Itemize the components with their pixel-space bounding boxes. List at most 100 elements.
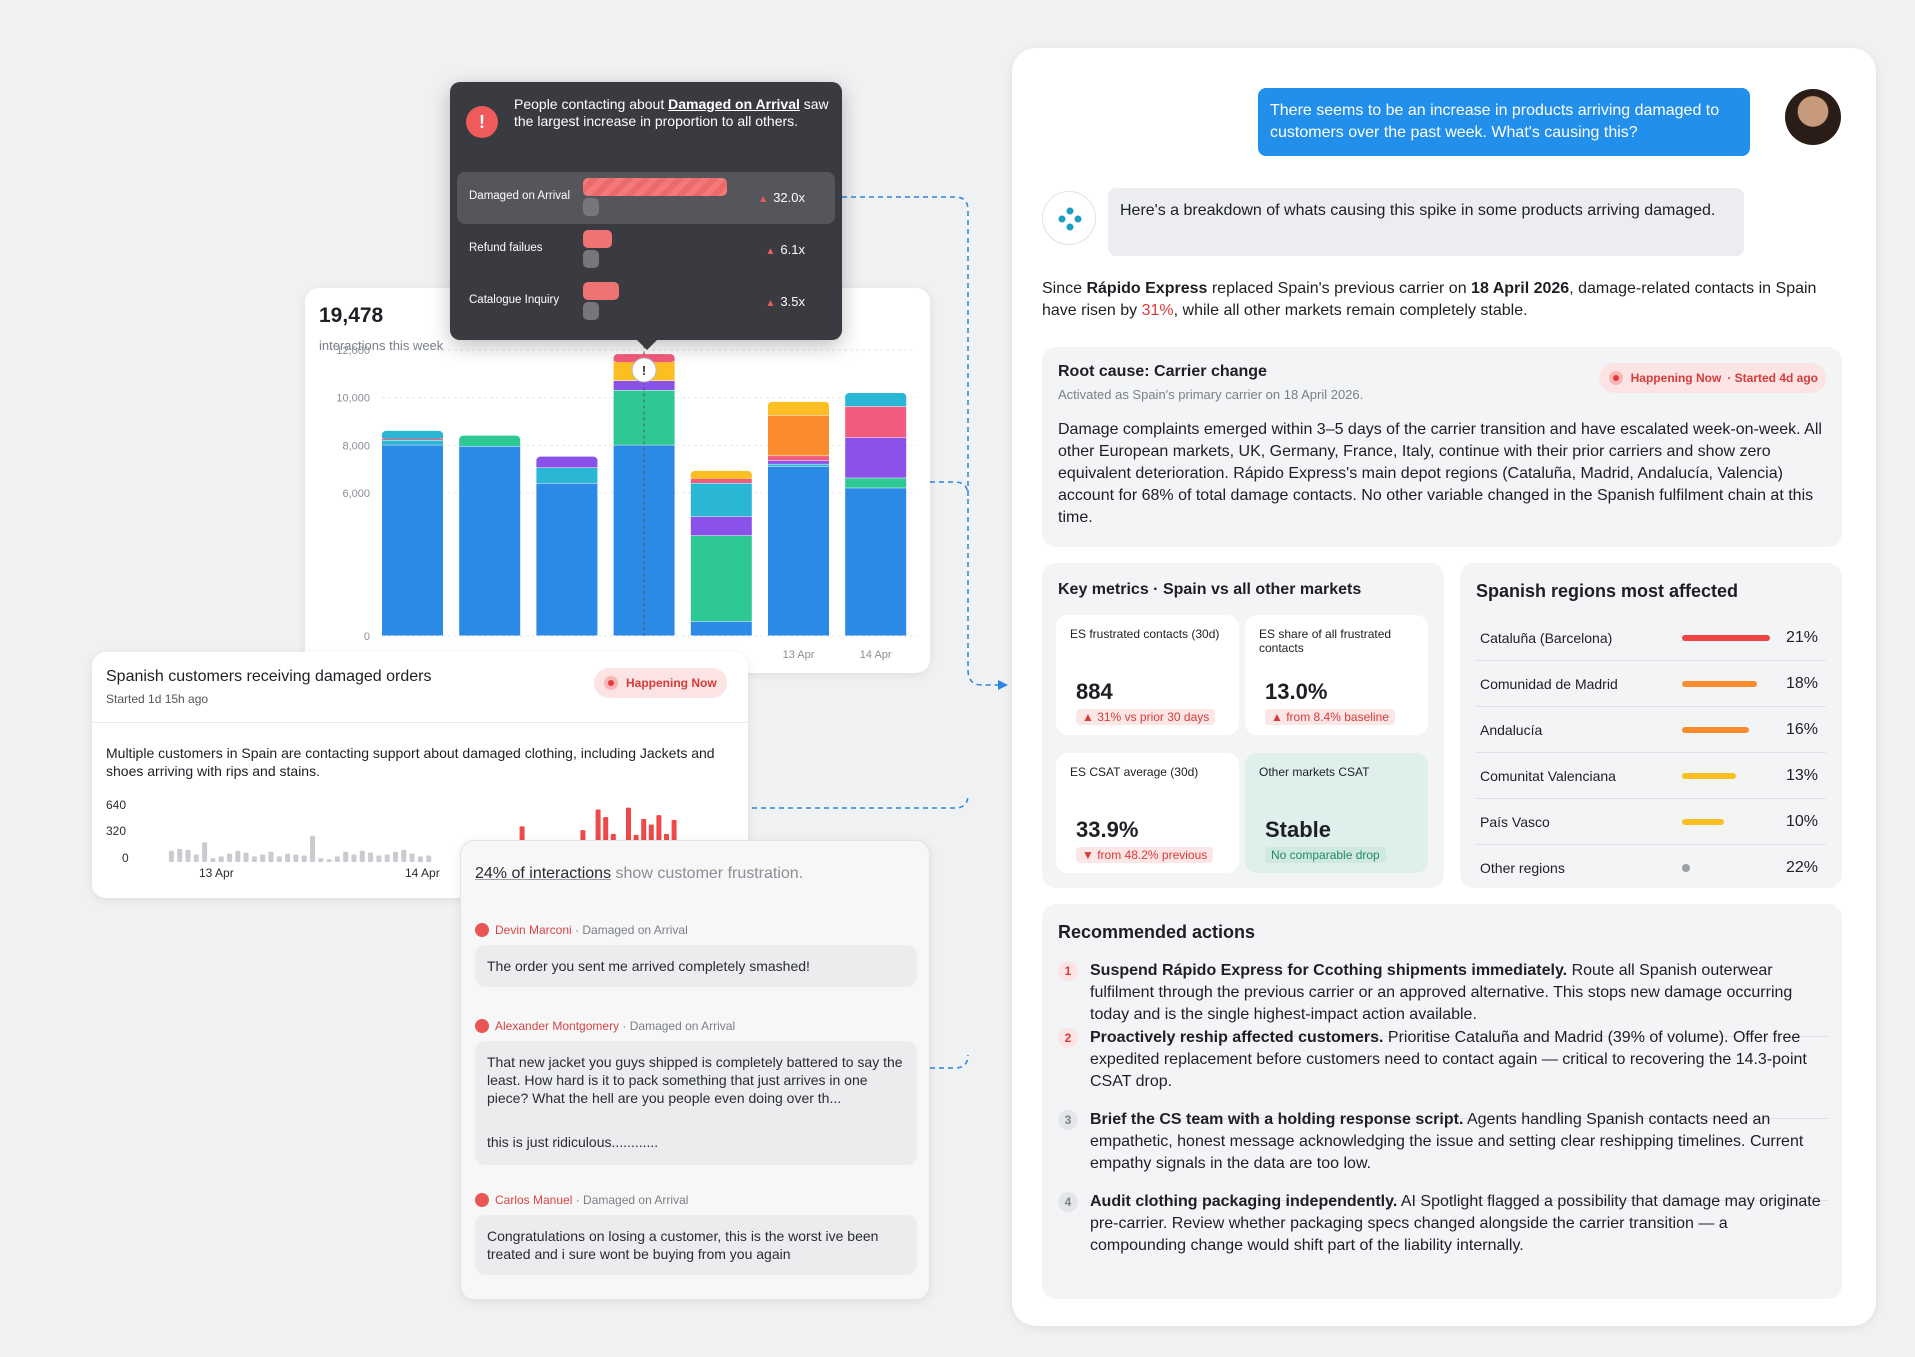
action-item[interactable]: 2 Proactively reship affected customers. … [1058, 1027, 1828, 1093]
frustrated-face-icon [475, 923, 489, 937]
bar-segment [690, 621, 752, 636]
regions-section: Spanish regions most affected Cataluña (… [1460, 563, 1842, 888]
action-item[interactable]: 4 Audit clothing packaging independently.… [1058, 1191, 1828, 1257]
y-tick-label: 10,000 [336, 393, 370, 405]
bar-cap [382, 430, 443, 439]
bar-segment [382, 440, 443, 445]
bar-segment [690, 516, 752, 536]
region-percent: 22% [1785, 859, 1818, 876]
action-item[interactable]: 1 Suspend Rápido Express for Ccothing shi… [1058, 960, 1828, 1026]
region-bar [1682, 864, 1690, 872]
spark-bar [243, 852, 249, 862]
action-item[interactable]: 3 Brief the CS team with a holding respon… [1058, 1109, 1828, 1175]
incident-started: Started 1d 15h ago [106, 692, 209, 706]
metric-tile[interactable]: ES frustrated contacts (30d) 884 ▲ 31% v… [1056, 615, 1239, 735]
spark-bar [351, 854, 357, 862]
tooltip-row-bar [583, 282, 619, 300]
message-bubble[interactable]: The order you sent me arrived completely… [475, 945, 917, 987]
metric-tile[interactable]: ES share of all frustrated contacts 13.0… [1245, 615, 1428, 735]
interactions-link[interactable]: 24% of interactions [475, 865, 612, 882]
tooltip-link[interactable]: Damaged on Arrival [668, 96, 800, 112]
interactions-chart-card: 0 6,000 8,000 10,000 12,000 ! 13 Apr 14 Apr 1… [305, 288, 930, 673]
metric-tile[interactable]: ES CSAT average (30d) 33.9% ▼ from 48.2%… [1056, 753, 1239, 873]
region-percent: 10% [1785, 813, 1818, 830]
alert-icon: ! [466, 106, 498, 138]
frustrated-face-icon [475, 1193, 489, 1207]
spark-bar [193, 854, 199, 862]
bar-segment [382, 438, 443, 441]
divider [1090, 1036, 1828, 1037]
message-bubble[interactable]: That new jacket you guys shipped is comp… [475, 1041, 917, 1165]
region-row[interactable]: Comunidad de Madrid 18% [1476, 661, 1826, 707]
tooltip-row-baseline-bar [583, 302, 599, 320]
region-row[interactable]: Other regions 22% [1476, 845, 1826, 891]
frustration-interactions-card: 24% of interactions show customer frustr… [460, 840, 930, 1300]
user-message: There seems to be an increase in product… [1258, 88, 1750, 156]
bar-cap [845, 392, 907, 401]
spark-bar [343, 851, 349, 862]
tooltip-row-baseline-bar [583, 250, 599, 268]
region-bar [1682, 727, 1749, 733]
customer-name[interactable]: Alexander Montgomery [495, 1019, 620, 1033]
spark-bar [334, 856, 340, 862]
alert-marker [631, 357, 657, 383]
region-row[interactable]: Cataluña (Barcelona) 21% [1476, 615, 1826, 661]
bar-segment [845, 478, 907, 488]
action-number: 2 [1058, 1028, 1078, 1048]
root-cause-title: Root cause: Carrier change [1058, 363, 1267, 380]
spark-ytick: 320 [106, 824, 126, 838]
region-percent: 21% [1785, 629, 1818, 646]
tooltip-row-label: Catalogue Inquiry [469, 294, 560, 306]
metric-delta: No comparable drop [1265, 847, 1386, 863]
spark-xtick: 13 Apr [199, 866, 234, 880]
tooltip-row-label: Damaged on Arrival [469, 190, 570, 202]
region-name: Andalucía [1480, 722, 1543, 738]
spark-bar [185, 849, 191, 862]
spark-bar [368, 852, 374, 862]
message-bubble[interactable]: Congratulations on losing a customer, th… [475, 1215, 917, 1275]
metric-label: ES CSAT average (30d) [1070, 765, 1199, 779]
x-tick-label: 14 Apr [860, 649, 892, 661]
bar-segment [690, 478, 752, 483]
metric-label: Other markets CSAT [1259, 765, 1370, 779]
spark-bar [251, 856, 257, 862]
bar-segment [459, 446, 521, 636]
spark-bar [376, 855, 382, 862]
metric-value: Stable [1265, 817, 1332, 842]
metric-tile[interactable]: Other markets CSAT Stable No comparable … [1245, 753, 1428, 873]
spark-bar [202, 842, 208, 862]
tooltip-row[interactable]: Damaged on Arrival ▲ 32.0x [457, 172, 835, 224]
bar-cap [536, 456, 598, 465]
message-meta: Devin Marconi · Damaged on Arrival [475, 923, 688, 937]
divider [1090, 1200, 1828, 1201]
spark-bar [393, 851, 398, 862]
region-row[interactable]: País Vasco 10% [1476, 799, 1826, 845]
action-number: 4 [1058, 1192, 1078, 1212]
region-bar [1682, 819, 1724, 825]
spark-bar [417, 856, 423, 862]
regions-title: Spanish regions most affected [1476, 581, 1739, 601]
tooltip-row-value: ▲ 32.0x [758, 190, 805, 205]
spark-bar [426, 855, 432, 862]
metrics-title: Key metrics · Spain vs all other markets [1058, 581, 1362, 598]
bar-segment [613, 380, 675, 391]
bar-segment [845, 437, 907, 478]
incident-description: Multiple customers in Spain are contacti… [106, 745, 715, 779]
ai-assistant-panel: There seems to be an increase in product… [1012, 48, 1876, 1326]
region-row[interactable]: Comunitat Valenciana 13% [1476, 753, 1826, 799]
spark-bar [409, 853, 415, 862]
tooltip-row[interactable]: Catalogue Inquiry ▲ 3.5x [457, 276, 835, 328]
region-row[interactable]: Andalucía 16% [1476, 707, 1826, 753]
customer-name[interactable]: Devin Marconi [495, 923, 572, 937]
chart-total: 19,478 [319, 304, 384, 327]
customer-name[interactable]: Carlos Manuel [495, 1193, 573, 1207]
spark-xtick: 14 Apr [405, 866, 440, 880]
spain-incident-card[interactable]: Spanish customers receiving damaged orde… [92, 652, 748, 898]
tooltip-row[interactable]: Refund failues ▲ 6.1x [457, 224, 835, 276]
status-badge: Happening Now [594, 668, 727, 698]
message-meta: Alexander Montgomery · Damaged on Arriva… [475, 1019, 735, 1033]
stacked-bar-chart: 0 6,000 8,000 10,000 12,000 ! 13 Apr 14 Apr [336, 333, 917, 661]
bar-segment [845, 406, 907, 438]
bar-segment [768, 460, 829, 464]
